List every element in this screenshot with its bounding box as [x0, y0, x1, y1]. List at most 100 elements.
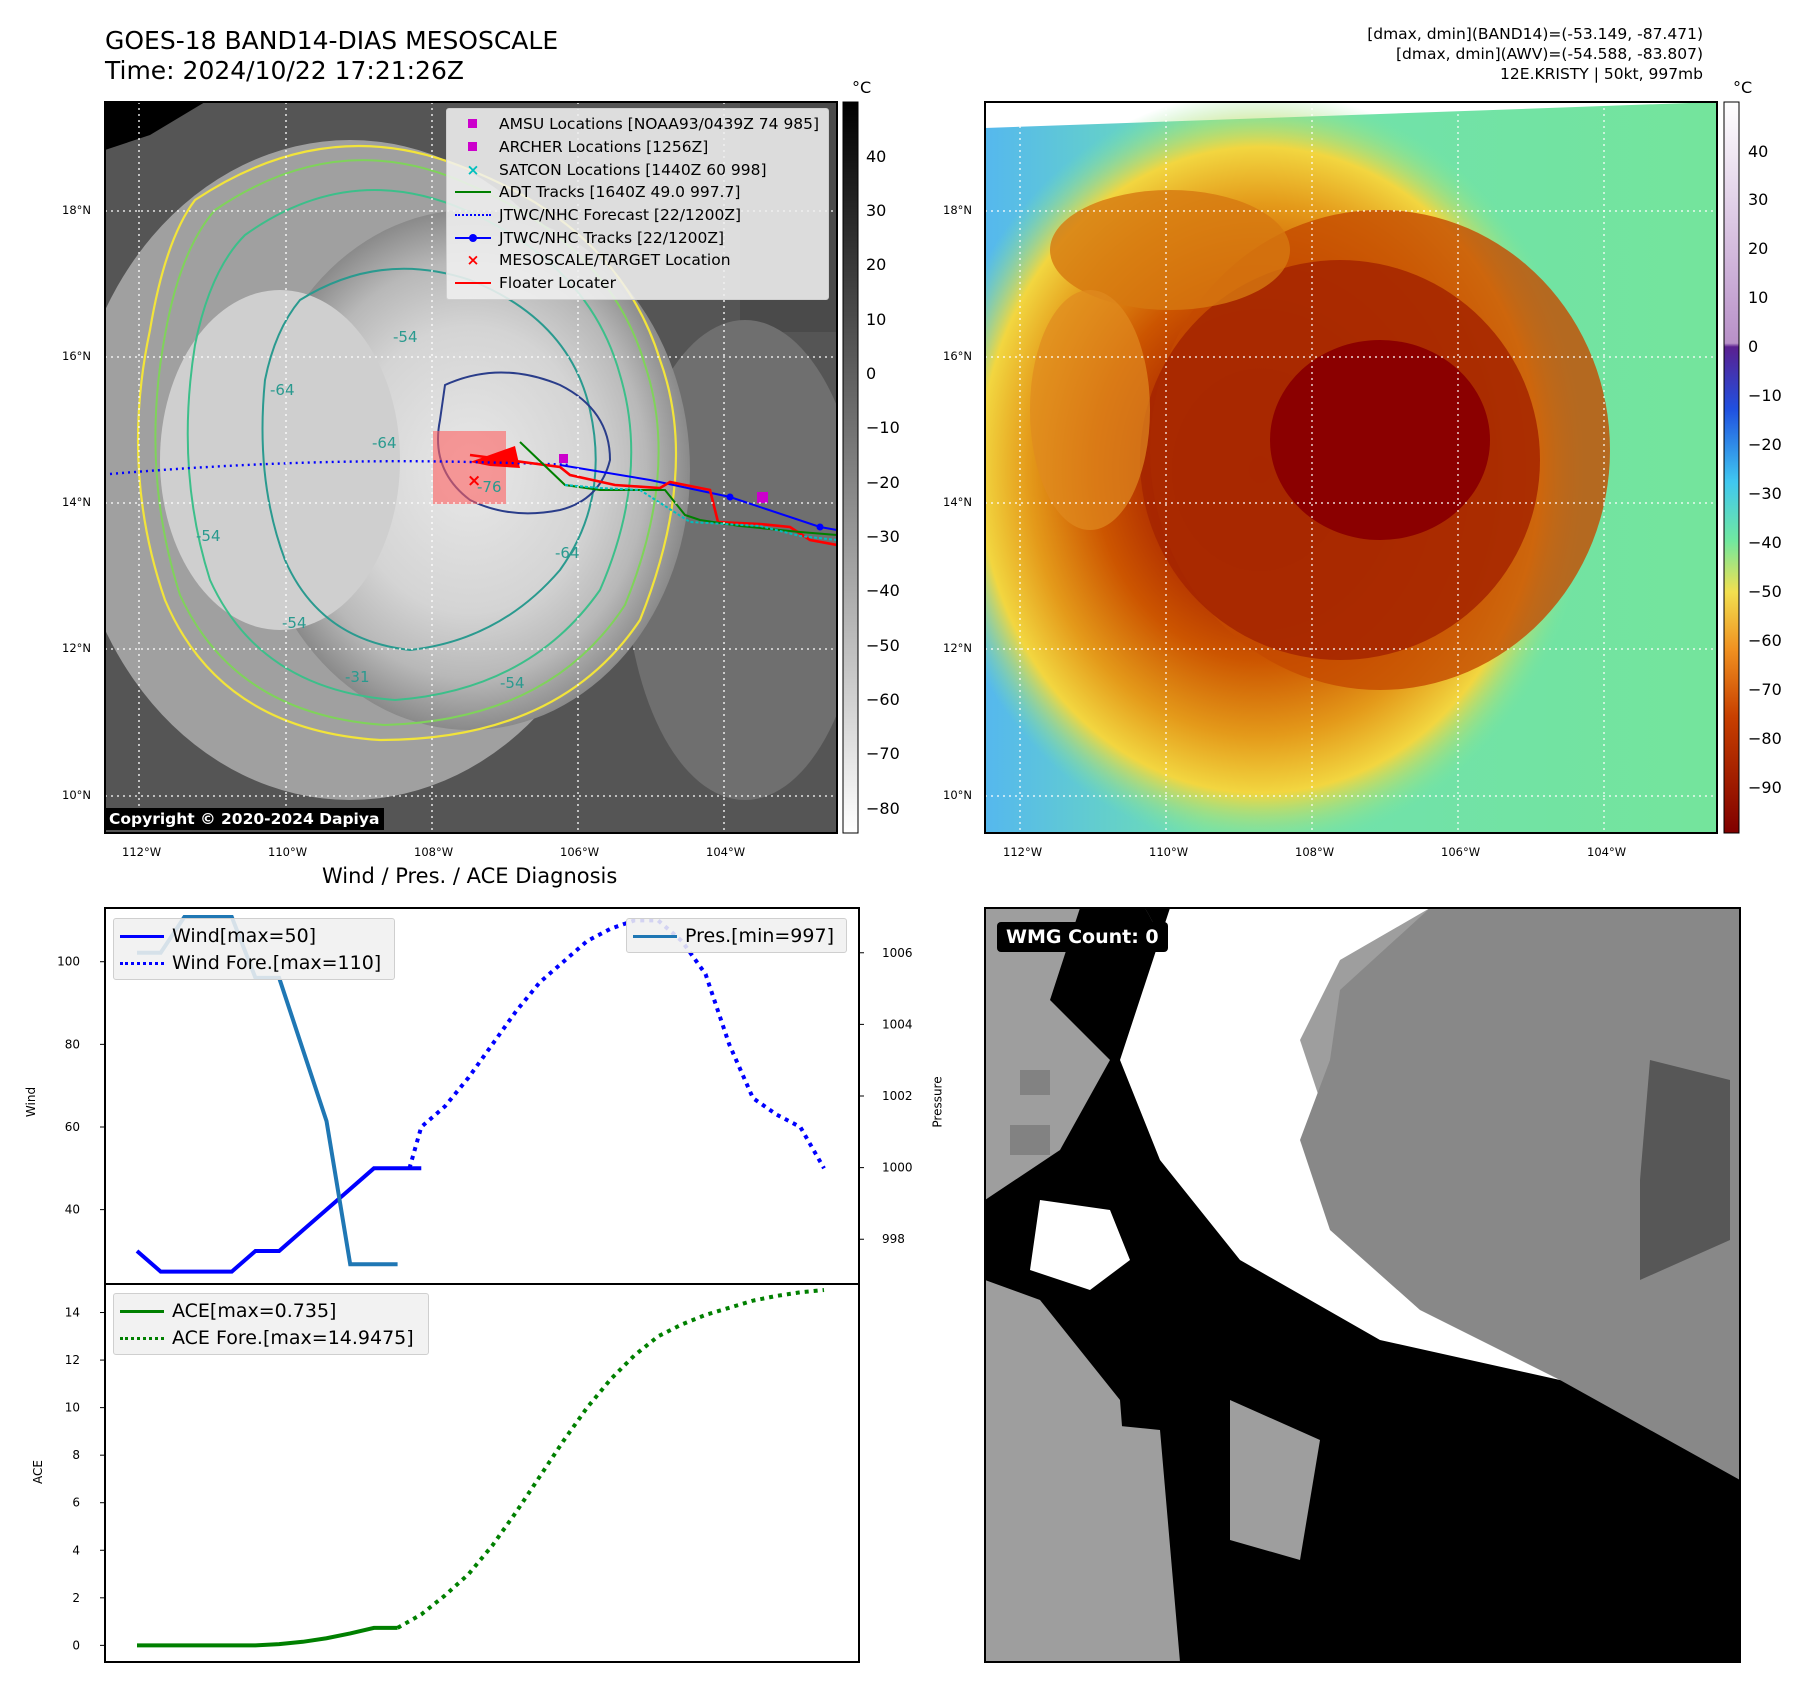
legend-label: Wind Fore.[max=110]: [172, 951, 382, 974]
series-line-1: [407, 918, 826, 1170]
colorbar-tick: −70: [1748, 680, 1782, 699]
colorbar-tick: −20: [866, 473, 900, 492]
line-icon: [633, 928, 677, 944]
ace-legend: ACE[max=0.735] ACE Fore.[max=14.9475]: [113, 1293, 429, 1355]
colorbar-unit: °C: [1733, 78, 1753, 97]
ace-series-line-1: [396, 1288, 825, 1630]
colorbar-tick: −70: [866, 744, 900, 763]
legend-item-forecast: JTWC/NHC Forecast [22/1200Z]: [455, 204, 820, 227]
series-line-0: [135, 1166, 422, 1274]
legend-label: ACE Fore.[max=14.9475]: [172, 1326, 414, 1349]
colorbar-tick: −40: [866, 581, 900, 600]
colorbar-tick: 0: [1748, 337, 1759, 356]
lat-label: 18°N: [943, 203, 972, 217]
ace-tick-label: 4: [72, 1543, 80, 1557]
legend-label: JTWC/NHC Tracks [22/1200Z]: [499, 228, 725, 247]
legend-item-adt: ADT Tracks [1640Z 49.0 997.7]: [455, 181, 820, 204]
colorbar-tick: −60: [1748, 631, 1782, 650]
colorbar-tick: −80: [1748, 729, 1782, 748]
copyright-badge: Copyright © 2020-2024 Dapiya: [104, 808, 385, 830]
lon-label: 110°W: [1149, 845, 1189, 859]
colorbar-tick: −10: [866, 418, 900, 437]
ace-tick-label: 0: [72, 1638, 80, 1652]
lat-label: 10°N: [943, 788, 972, 802]
colorbar-tick: −30: [1748, 484, 1782, 503]
line-icon: [455, 275, 491, 291]
line-icon: [120, 928, 164, 944]
colorbar-tick: 30: [1748, 190, 1769, 209]
colorbar-tick: 10: [1748, 288, 1769, 307]
ace-tick-label: 2: [72, 1591, 80, 1605]
diagnosis-title: Wind / Pres. / ACE Diagnosis: [322, 864, 618, 888]
x-marker-icon: ×: [466, 251, 480, 270]
legend-item-wind: Wind[max=50]: [120, 922, 388, 949]
lon-label: 112°W: [122, 845, 162, 859]
ir-map-legend: AMSU Locations [NOAA93/0439Z 74 985] ARC…: [446, 108, 829, 300]
dotted-line-icon: [455, 207, 491, 223]
pressure-tick-label: 1006: [882, 946, 913, 960]
pressure-axis-ticks: 998 1000 1002 1004 1006: [859, 946, 913, 1246]
title-line-2: Time: 2024/10/22 17:21:26Z: [105, 56, 464, 85]
colorbar-tick: −90: [1748, 778, 1782, 797]
colorbar-tick: −80: [866, 799, 900, 818]
info-line-storm: 12E.KRISTY | 50kt, 997mb: [1500, 65, 1703, 83]
ace-tick-label: 8: [72, 1448, 80, 1462]
colorbar-tick: 0: [866, 364, 877, 383]
legend-label: Floater Locater: [499, 274, 616, 293]
colorbar-unit: °C: [852, 78, 872, 97]
square-marker-icon: [455, 139, 491, 155]
colorbar-tick: 20: [866, 255, 887, 274]
legend-item-archer: ARCHER Locations [1256Z]: [455, 136, 820, 159]
dotted-line-icon: [120, 1330, 164, 1346]
lat-label: 12°N: [62, 641, 91, 655]
lon-label: 104°W: [706, 845, 746, 859]
ace-tick-label: 12: [65, 1353, 80, 1367]
legend-label: Pres.[min=997]: [685, 924, 834, 947]
lon-label: 108°W: [1295, 845, 1335, 859]
lon-label: 106°W: [1441, 845, 1481, 859]
wind-tick-label: 80: [65, 1037, 80, 1051]
line-icon: [120, 1303, 164, 1319]
x-marker-icon: ×: [466, 160, 480, 179]
colorbar-tick: −20: [1748, 435, 1782, 454]
info-line-awv: [dmax, dmin](AWV)=(-54.588, -83.807): [1396, 45, 1703, 63]
colorbar-tick: 30: [866, 201, 887, 220]
lat-label: 16°N: [62, 349, 91, 363]
lon-label: 108°W: [414, 845, 454, 859]
legend-label: ADT Tracks [1640Z 49.0 997.7]: [499, 183, 741, 202]
colorbar-tick: −40: [1748, 533, 1782, 552]
line-dot-icon: [455, 230, 491, 246]
legend-item-mesoscale: × MESOSCALE/TARGET Location: [455, 249, 820, 272]
legend-label: AMSU Locations [NOAA93/0439Z 74 985]: [499, 115, 820, 134]
colorbar-tick: −50: [866, 636, 900, 655]
wind-tick-label: 60: [65, 1120, 80, 1134]
legend-label: JTWC/NHC Forecast [22/1200Z]: [499, 206, 742, 225]
legend-label: Wind[max=50]: [172, 924, 317, 947]
legend-item-amsu: AMSU Locations [NOAA93/0439Z 74 985]: [455, 113, 820, 136]
wind-tick-label: 100: [57, 955, 80, 969]
wind-tick-label: 40: [65, 1203, 80, 1217]
colorbar-tick: −50: [1748, 582, 1782, 601]
legend-item-pressure: Pres.[min=997]: [633, 922, 840, 949]
lon-label: 106°W: [560, 845, 600, 859]
colorbar-tick: 20: [1748, 239, 1769, 258]
legend-label: ACE[max=0.735]: [172, 1299, 337, 1322]
wmg-count-badge: WMG Count: 0: [997, 922, 1168, 952]
ace-lines: [137, 1288, 825, 1648]
legend-item-satcon: × SATCON Locations [1440Z 60 998]: [455, 158, 820, 181]
lon-label: 112°W: [1003, 845, 1043, 859]
intensity-info: [dmax, dmin](BAND14)=(-53.149, -87.471) …: [1367, 24, 1703, 84]
ace-tick-label: 10: [65, 1401, 80, 1415]
ace-series-line-0: [137, 1625, 398, 1648]
legend-label: SATCON Locations [1440Z 60 998]: [499, 160, 767, 179]
lat-label: 10°N: [62, 788, 91, 802]
pressure-tick-label: 998: [882, 1232, 905, 1246]
legend-item-ace-forecast: ACE Fore.[max=14.9475]: [120, 1324, 422, 1351]
legend-item-ace: ACE[max=0.735]: [120, 1297, 422, 1324]
dotted-line-icon: [120, 955, 164, 971]
lon-label: 104°W: [1587, 845, 1627, 859]
figure-title: GOES-18 BAND14-DIAS MESOSCALE Time: 2024…: [105, 26, 558, 86]
legend-item-wind-forecast: Wind Fore.[max=110]: [120, 949, 388, 976]
info-line-band14: [dmax, dmin](BAND14)=(-53.149, -87.471): [1367, 25, 1703, 43]
pressure-tick-label: 1002: [882, 1089, 913, 1103]
